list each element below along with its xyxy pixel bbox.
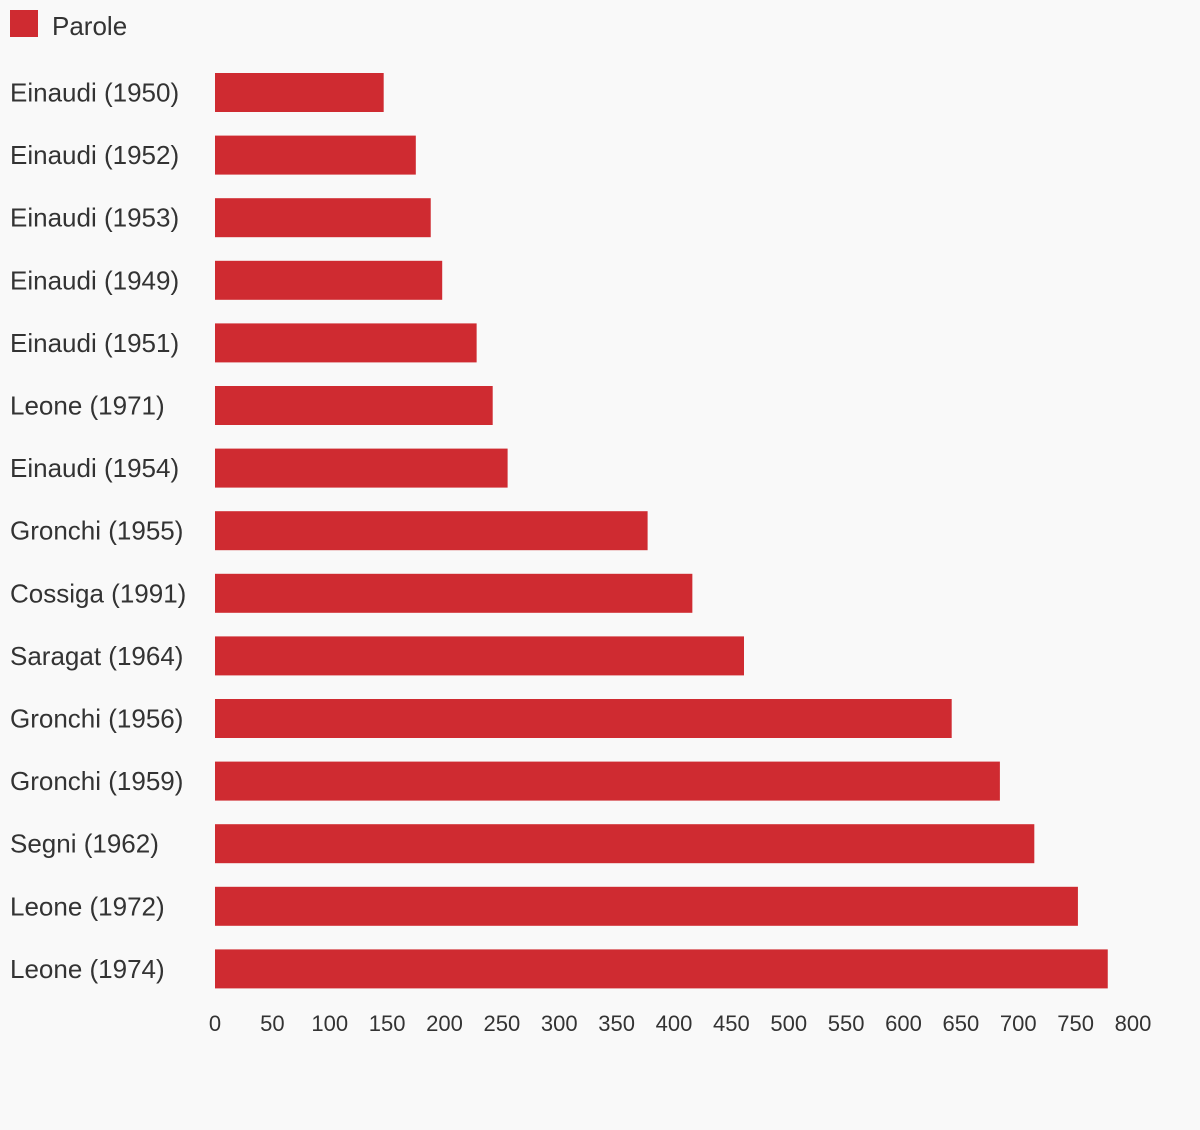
bar xyxy=(215,636,744,676)
category-label: Einaudi (1951) xyxy=(10,328,179,358)
category-label: Leone (1972) xyxy=(10,891,165,921)
bar xyxy=(215,761,1000,801)
bar xyxy=(215,886,1078,926)
x-tick-label: 600 xyxy=(885,1011,922,1036)
category-label: Leone (1974) xyxy=(10,954,165,984)
x-tick-label: 200 xyxy=(426,1011,463,1036)
category-label: Gronchi (1956) xyxy=(10,704,183,734)
x-tick-label: 400 xyxy=(656,1011,693,1036)
category-label: Cossiga (1991) xyxy=(10,578,186,608)
x-tick-label: 800 xyxy=(1115,1011,1152,1036)
category-label: Leone (1971) xyxy=(10,391,165,421)
x-tick-label: 300 xyxy=(541,1011,578,1036)
bar xyxy=(215,448,508,488)
bar xyxy=(215,824,1035,864)
x-tick-label: 150 xyxy=(369,1011,406,1036)
x-tick-label: 700 xyxy=(1000,1011,1037,1036)
category-label: Einaudi (1954) xyxy=(10,453,179,483)
legend-swatch xyxy=(10,10,38,37)
category-label: Gronchi (1955) xyxy=(10,516,183,546)
chart-legend: Parole xyxy=(10,10,127,42)
category-label: Einaudi (1949) xyxy=(10,265,179,295)
bar xyxy=(215,323,477,363)
x-tick-label: 500 xyxy=(770,1011,807,1036)
bar xyxy=(215,260,443,300)
bar xyxy=(215,511,648,551)
x-tick-label: 350 xyxy=(598,1011,635,1036)
x-tick-label: 100 xyxy=(311,1011,348,1036)
x-tick-label: 0 xyxy=(209,1011,221,1036)
bar xyxy=(215,573,693,613)
category-label: Saragat (1964) xyxy=(10,641,183,671)
category-label: Einaudi (1953) xyxy=(10,203,179,233)
bar xyxy=(215,73,384,112)
x-tick-label: 750 xyxy=(1057,1011,1094,1036)
bar xyxy=(215,386,493,425)
bar xyxy=(215,949,1108,989)
x-tick-label: 250 xyxy=(484,1011,521,1036)
bar xyxy=(215,198,431,238)
x-tick-label: 550 xyxy=(828,1011,865,1036)
bar xyxy=(215,135,416,175)
category-label: Einaudi (1950) xyxy=(10,78,179,108)
category-label: Gronchi (1959) xyxy=(10,766,183,796)
x-tick-label: 50 xyxy=(260,1011,284,1036)
x-tick-label: 450 xyxy=(713,1011,750,1036)
x-tick-label: 650 xyxy=(943,1011,980,1036)
category-label: Einaudi (1952) xyxy=(10,140,179,170)
category-label: Segni (1962) xyxy=(10,829,159,859)
legend-label: Parole xyxy=(52,11,128,41)
bar xyxy=(215,699,952,738)
